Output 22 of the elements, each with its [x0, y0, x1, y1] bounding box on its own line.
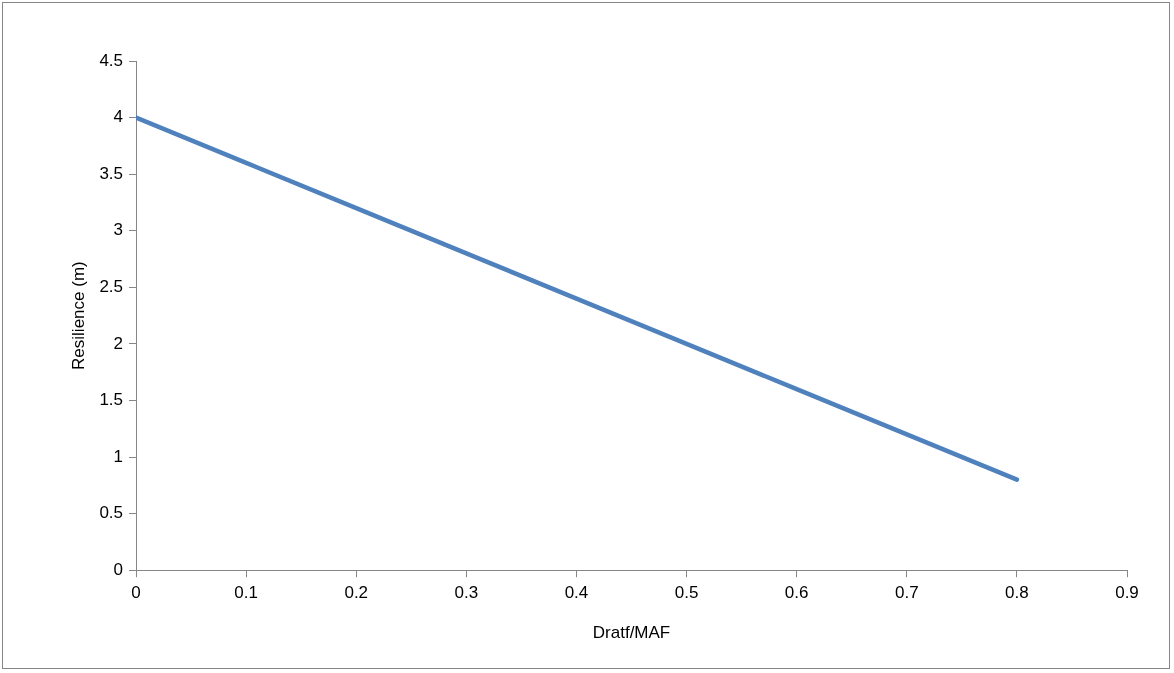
- y-axis-title: Resilience (m): [68, 261, 88, 370]
- y-tick-label: 1: [113, 446, 124, 466]
- x-axis-title: Dratf/MAF: [592, 623, 671, 643]
- x-tick-label: 0.4: [564, 583, 589, 603]
- x-tick-label: 0.7: [894, 583, 919, 603]
- x-tick-label: 0.5: [674, 583, 699, 603]
- y-tick-label: 2: [113, 333, 124, 353]
- x-tick-label: 0: [131, 583, 141, 603]
- x-tick-label: 0.6: [784, 583, 809, 603]
- y-tick-label: 1.5: [99, 390, 124, 410]
- x-tick-label: 0.2: [344, 583, 369, 603]
- y-tick-label: 2.5: [99, 277, 124, 296]
- x-tick-label: 0.3: [454, 583, 479, 603]
- y-tick-label: 0: [113, 559, 124, 579]
- y-tick-label: 3.5: [99, 163, 124, 183]
- x-tick-label: 0.9: [1115, 583, 1139, 603]
- y-tick-label: 4: [113, 107, 124, 127]
- x-tick-label: 0.8: [1005, 583, 1029, 603]
- y-tick-label: 4.5: [99, 50, 124, 70]
- x-tick-label: 0.1: [234, 583, 258, 603]
- y-tick-label: 0.5: [99, 503, 124, 523]
- y-tick-label: 3: [113, 220, 124, 240]
